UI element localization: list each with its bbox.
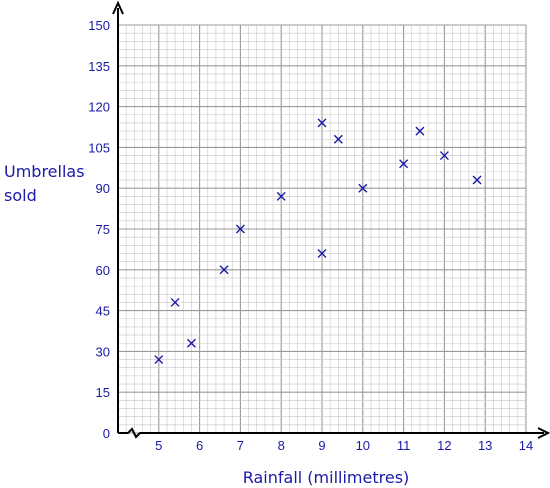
- data-points: [154, 118, 482, 365]
- y-tick-label: 60: [96, 263, 110, 278]
- y-tick-label: 0: [103, 426, 110, 441]
- y-tick-label: 75: [96, 222, 110, 237]
- data-point-marker: [170, 297, 180, 307]
- y-tick-label: 90: [96, 181, 110, 196]
- y-axis-arrow: [112, 0, 124, 15]
- x-tick-label: 5: [155, 438, 162, 453]
- y-tick-label: 135: [88, 59, 110, 74]
- x-tick-label: 6: [196, 438, 203, 453]
- data-point-marker: [219, 265, 229, 275]
- y-tick-label: 120: [88, 100, 110, 115]
- data-point-marker: [439, 151, 449, 161]
- y-tick-label: 15: [96, 385, 110, 400]
- x-tick-label: 9: [318, 438, 325, 453]
- x-axis-line: [118, 427, 544, 439]
- y-axis-label-line-1: Umbrellas: [4, 162, 85, 181]
- x-tick-label: 8: [278, 438, 285, 453]
- y-tick-label: 150: [88, 18, 110, 33]
- x-tick-label: 11: [397, 438, 411, 453]
- x-tick-label: 12: [437, 438, 451, 453]
- data-point-marker: [317, 248, 327, 258]
- grid: [117, 24, 527, 434]
- data-point-marker: [399, 159, 409, 169]
- x-axis-label: Rainfall (millimetres): [243, 468, 410, 487]
- data-point-marker: [472, 175, 482, 185]
- axes: [112, 0, 550, 439]
- data-point-marker: [358, 183, 368, 193]
- data-point-marker: [186, 338, 196, 348]
- x-tick-label: 10: [356, 438, 370, 453]
- x-tick-label: 13: [478, 438, 492, 453]
- x-tick-labels: 5 6 7 8 9 10 11 12 13 14: [155, 438, 533, 453]
- data-point-marker: [276, 191, 286, 201]
- data-point-marker: [415, 126, 425, 136]
- x-axis-arrow: [537, 427, 550, 439]
- x-tick-label: 7: [237, 438, 244, 453]
- y-tick-label: 45: [96, 304, 110, 319]
- y-axis-label-line-2: sold: [4, 186, 37, 205]
- data-point-marker: [317, 118, 327, 128]
- y-tick-label: 30: [96, 344, 110, 359]
- data-point-marker: [333, 134, 343, 144]
- y-tick-labels: 0 15 30 45 60 75 90 105 120 135 150: [88, 18, 110, 441]
- x-tick-label: 14: [519, 438, 533, 453]
- y-tick-label: 105: [88, 140, 110, 155]
- data-point-marker: [154, 355, 164, 365]
- data-point-marker: [235, 224, 245, 234]
